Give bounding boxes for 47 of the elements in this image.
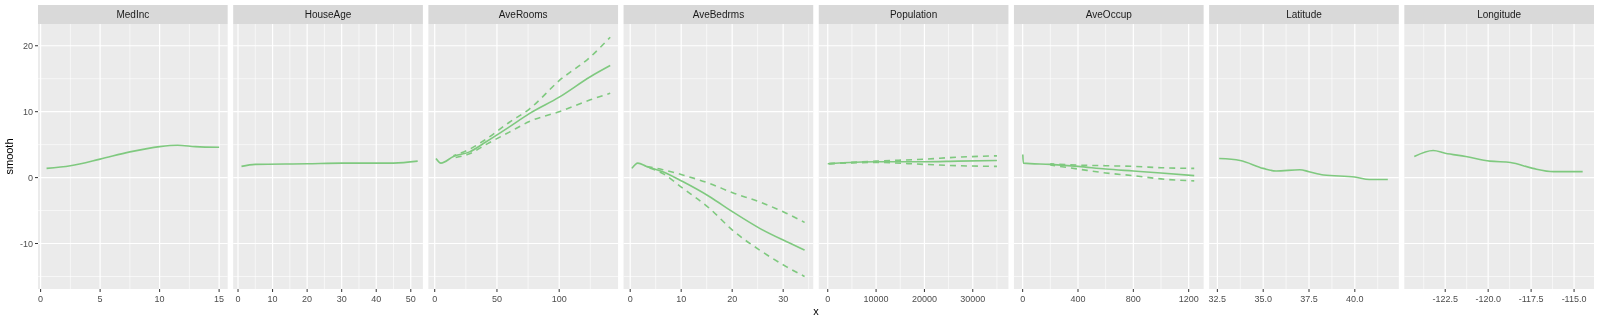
chart-title: Population: [889, 9, 938, 20]
x-tick-label: 50: [405, 294, 416, 304]
x-tick-label: 15: [214, 294, 225, 304]
x-tick-label: -115.0: [1561, 294, 1587, 304]
x-tick-label: 10: [154, 294, 165, 304]
x-tick-label: 400: [1070, 294, 1086, 304]
x-tick-label: 0: [627, 294, 633, 304]
x-tick-label: 20: [302, 294, 313, 304]
x-tick-label: 32.5: [1208, 294, 1227, 304]
chart-title: HouseAge: [304, 9, 352, 20]
x-tick-label: 10: [267, 294, 278, 304]
x-tick-label: 37.5: [1300, 294, 1318, 304]
x-tick-label: 0: [432, 294, 438, 304]
x-tick-label: 0: [235, 294, 241, 304]
x-tick-label: 5: [97, 294, 103, 304]
x-tick-label: -120.0: [1475, 294, 1501, 304]
x-tick-label: 40: [371, 294, 382, 304]
chart-title: Latitude: [1286, 9, 1323, 20]
x-tick-label: -122.5: [1432, 294, 1458, 304]
chart-title: Longitude: [1477, 9, 1522, 20]
x-tick-label: 1200: [1178, 294, 1199, 304]
x-tick-label: 30: [336, 294, 347, 304]
y-tick-label: 20: [22, 40, 33, 51]
x-tick-label: -117.5: [1518, 294, 1544, 304]
y-tick-label: 0: [27, 172, 33, 183]
y-axis-title: smooth: [3, 138, 15, 175]
y-tick-label: 10: [22, 106, 33, 117]
x-tick-label: 0: [38, 294, 44, 304]
x-tick-label: 50: [491, 294, 502, 304]
x-axis-title: x: [813, 305, 820, 317]
x-tick-label: 10000: [863, 294, 889, 304]
x-tick-label: 20: [727, 294, 738, 304]
x-tick-label: 40.0: [1346, 294, 1364, 304]
x-tick-label: 0: [825, 294, 831, 304]
x-tick-label: 35.0: [1254, 294, 1272, 304]
x-tick-label: 800: [1125, 294, 1141, 304]
chart-title: AveBedrms: [692, 9, 745, 20]
x-tick-label: 20000: [911, 294, 937, 304]
x-tick-label: 0: [1020, 294, 1026, 304]
x-tick-label: 30000: [960, 294, 986, 304]
x-tick-label: 30: [778, 294, 789, 304]
chart-title: AveOccup: [1085, 9, 1133, 20]
y-tick-label: -10: [19, 238, 33, 249]
chart-title: MedInc: [116, 9, 150, 20]
x-tick-label: 10: [676, 294, 687, 304]
chart-title: AveRooms: [498, 9, 548, 20]
x-tick-label: 100: [551, 294, 567, 304]
